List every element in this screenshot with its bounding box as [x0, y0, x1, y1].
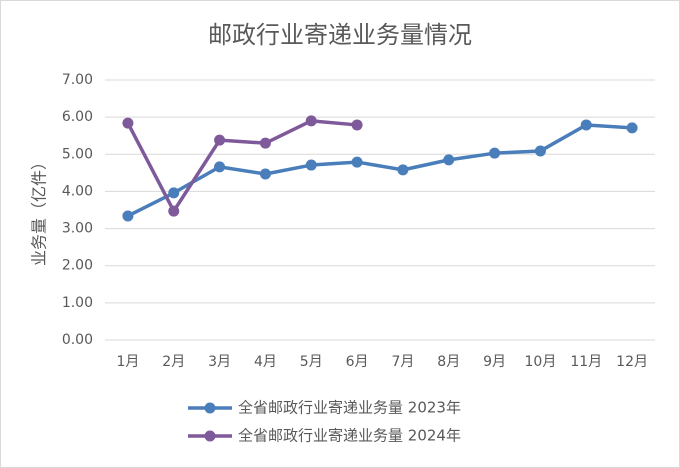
y-tick-label: 2.00: [62, 258, 93, 274]
data-point: [168, 187, 180, 199]
legend-marker: [204, 402, 216, 414]
data-point: [122, 210, 134, 222]
x-tick-label: 6月: [346, 354, 369, 370]
data-point: [580, 119, 592, 131]
series-line: [126, 119, 358, 213]
data-point: [443, 154, 455, 166]
data-point: [305, 115, 317, 127]
y-tick-label: 5.00: [62, 146, 93, 162]
data-point: [259, 168, 271, 180]
y-tick-label: 4.00: [62, 183, 93, 199]
x-tick-label: 7月: [391, 354, 414, 370]
x-tick-label: 4月: [254, 354, 277, 370]
data-point: [489, 147, 501, 159]
y-tick-label: 0.00: [62, 332, 93, 348]
y-tick-label: 6.00: [62, 109, 93, 125]
y-axis-label: 业务量（亿件）: [30, 154, 49, 266]
y-tick-label: 1.00: [62, 295, 93, 311]
series-line: [127, 123, 633, 218]
legend-marker: [204, 430, 216, 442]
x-tick-label: 1月: [116, 354, 139, 370]
data-point: [168, 205, 180, 217]
x-tick-label: 3月: [208, 354, 231, 370]
x-tick-label: 5月: [300, 354, 323, 370]
chart-title: 邮政行业寄递业务量情况: [208, 21, 472, 49]
data-point: [351, 119, 363, 131]
y-tick-label: 7.00: [62, 72, 93, 88]
data-point: [534, 145, 546, 157]
legend-label: 全省邮政行业寄递业务量 2024年: [238, 427, 461, 445]
x-tick-label: 2月: [162, 354, 185, 370]
x-tick-label: 9月: [483, 354, 506, 370]
data-point: [214, 161, 226, 173]
x-tick-label: 12月: [616, 354, 648, 370]
x-tick-label: 10月: [525, 354, 557, 370]
data-point: [259, 137, 271, 149]
y-tick-label: 3.00: [62, 221, 93, 237]
x-tick-label: 11月: [570, 354, 602, 370]
legend-label: 全省邮政行业寄递业务量 2023年: [238, 399, 461, 417]
data-point: [351, 156, 363, 168]
data-point: [214, 134, 226, 146]
data-point: [397, 164, 409, 176]
data-point: [626, 122, 638, 134]
data-point: [305, 159, 317, 171]
x-tick-label: 8月: [437, 354, 460, 370]
data-point: [122, 117, 134, 129]
